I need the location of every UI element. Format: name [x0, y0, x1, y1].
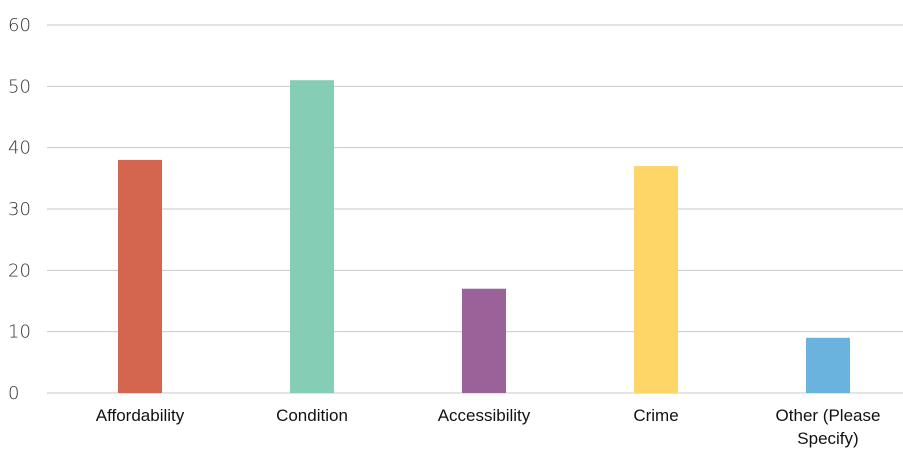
y-axis-ticks: 0 10 20 30 40 50 60 [8, 15, 31, 404]
y-tick-label: 20 [8, 260, 31, 281]
x-tick-label-line: Condition [276, 406, 348, 425]
y-tick-label: 0 [8, 383, 19, 404]
x-tick-label-line: Accessibility [438, 406, 531, 425]
bar-condition [290, 80, 334, 393]
x-tick-label-line: Affordability [96, 406, 185, 425]
y-tick-label: 10 [8, 322, 31, 343]
x-tick-label: Other (Please Specify) [776, 406, 881, 448]
x-tick-label-line: Specify) [797, 429, 858, 448]
x-tick-label: Condition [276, 406, 348, 425]
y-tick-label: 50 [8, 76, 31, 97]
x-tick-label: Affordability [96, 406, 185, 425]
x-axis-labels: Affordability Condition Accessibility Crime… [96, 406, 881, 448]
bar-crime [634, 166, 678, 393]
x-tick-label: Crime [633, 406, 678, 425]
y-tick-label: 30 [8, 199, 31, 220]
bar-accessibility [462, 288, 506, 393]
bar-affordability [118, 159, 162, 393]
x-tick-label-line: Crime [633, 406, 678, 425]
x-tick-label-line: Other (Please [776, 406, 881, 425]
x-tick-label: Accessibility [438, 406, 531, 425]
bar-other-please-specify [806, 337, 850, 393]
bars [118, 80, 850, 393]
y-tick-label: 40 [8, 138, 31, 159]
gridlines [47, 24, 903, 394]
y-tick-label: 60 [8, 15, 31, 36]
